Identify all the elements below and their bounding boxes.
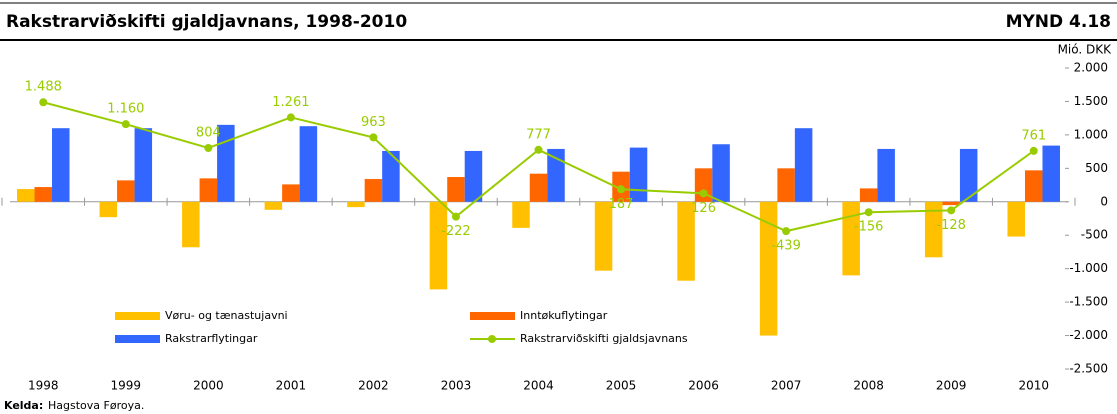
bar [529, 173, 548, 202]
data-label: 804 [196, 125, 221, 140]
line-point [947, 206, 956, 215]
line-point [699, 189, 708, 198]
line-point [1029, 146, 1038, 155]
bar [842, 201, 860, 276]
data-label: 777 [526, 127, 551, 142]
bar [382, 150, 400, 202]
data-label: 1.488 [25, 80, 62, 95]
line-point [864, 208, 873, 217]
line-point [39, 98, 48, 107]
bar [117, 180, 135, 202]
bar [547, 148, 565, 202]
bar [1042, 145, 1060, 202]
line-point [204, 143, 213, 152]
bar [282, 184, 300, 202]
data-label: 1.261 [272, 95, 309, 110]
x-tick-label: 1998 [28, 379, 59, 393]
bar [1024, 170, 1043, 202]
x-tick-label: 2000 [193, 379, 224, 393]
bar [182, 201, 200, 248]
y-tick-label: 0 [1100, 194, 1108, 208]
figure-label: MYND 4.18 [1006, 12, 1111, 32]
bar [299, 126, 318, 202]
bar [677, 201, 695, 281]
legend-label: Rakstrarviðskifti gjaldsjavnans [520, 332, 688, 345]
x-tick-label: 2008 [853, 379, 884, 393]
line-point [534, 145, 543, 154]
y-tick-label: -2.000 [1069, 328, 1108, 342]
y-tick-label: -1.000 [1069, 261, 1108, 275]
bar [759, 201, 778, 336]
data-label: -128 [936, 218, 966, 233]
bar [942, 201, 960, 206]
bar [629, 147, 648, 202]
bar [512, 201, 530, 228]
legend-swatch [115, 312, 160, 320]
bar [447, 177, 465, 202]
bar [134, 128, 153, 202]
y-tick-label: 1.500 [1074, 94, 1108, 108]
line-point [121, 120, 130, 129]
x-tick-label: 2003 [441, 379, 472, 393]
bar [924, 201, 943, 258]
bar [264, 201, 283, 210]
legend-swatch [115, 335, 160, 343]
data-label: -156 [854, 220, 884, 235]
x-tick-label: 2009 [936, 379, 967, 393]
data-label: 963 [361, 115, 386, 130]
data-label: 126 [691, 201, 716, 216]
line-point [451, 212, 460, 221]
bar [199, 178, 218, 202]
data-label: 761 [1021, 128, 1046, 143]
line-point [369, 133, 378, 142]
bar [859, 188, 878, 202]
bar [594, 201, 613, 271]
bar [17, 189, 35, 202]
bar [429, 201, 448, 290]
bar [364, 179, 383, 202]
data-label: 187 [609, 197, 634, 212]
data-label: 1.160 [107, 102, 144, 117]
x-tick-label: 2001 [276, 379, 307, 393]
legend-marker [488, 335, 496, 343]
x-tick-label: 2010 [1018, 379, 1049, 393]
bar [347, 201, 365, 208]
x-tick-label: 2006 [688, 379, 719, 393]
y-tick-label: -1.500 [1069, 295, 1108, 309]
bar [794, 128, 813, 202]
y-tick-label: 1.000 [1074, 127, 1108, 141]
bar [52, 128, 70, 202]
x-tick-label: 2007 [771, 379, 802, 393]
data-label: -439 [771, 239, 801, 254]
x-tick-label: 2005 [606, 379, 637, 393]
bar [959, 148, 978, 202]
bar [464, 150, 483, 202]
bar [1007, 201, 1025, 237]
bar [777, 168, 795, 202]
y-tick-label: -2.500 [1069, 362, 1108, 376]
y-unit: Mió. DKK [1058, 43, 1113, 57]
chart-title: Rakstrarviðskifti gjaldjavnans, 1998-201… [6, 12, 407, 32]
y-tick-label: 500 [1085, 161, 1108, 175]
legend-label: Inntøkuflytingar [520, 309, 608, 322]
line-point [286, 113, 295, 122]
x-tick-label: 1999 [111, 379, 142, 393]
x-tick-label: 2002 [358, 379, 389, 393]
bar [34, 187, 53, 202]
line-point [782, 227, 791, 236]
data-label: -222 [441, 224, 471, 239]
legend-label: Vøru- og tænastujavni [165, 309, 288, 322]
bar [877, 148, 895, 202]
bar [712, 144, 730, 202]
y-tick-label: -500 [1081, 228, 1108, 242]
y-tick-label: 2.000 [1074, 61, 1108, 75]
bar [99, 201, 118, 218]
source-label: Kelda: [4, 399, 43, 412]
x-tick-label: 2004 [523, 379, 554, 393]
source: Hagstova Føroya. [48, 399, 144, 412]
line-point [617, 185, 626, 194]
legend-swatch [470, 312, 515, 320]
legend-label: Rakstrarflytingar [165, 332, 258, 345]
